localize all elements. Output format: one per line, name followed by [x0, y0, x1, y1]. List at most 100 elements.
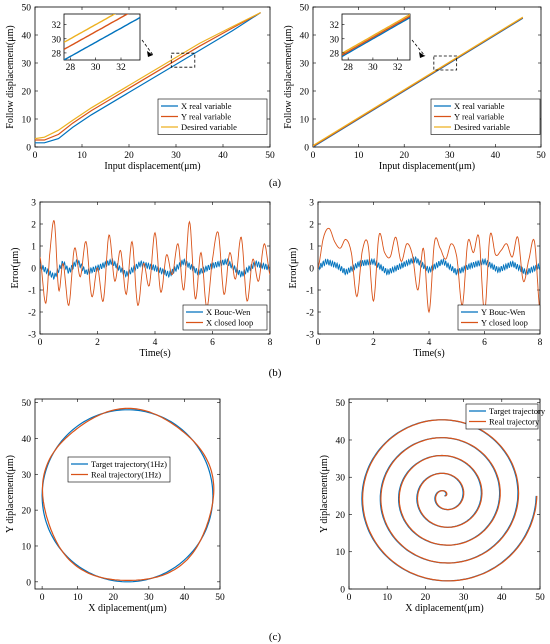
b_left-legend-box [182, 304, 268, 331]
b_left-xtick-label-4: 8 [268, 338, 273, 348]
a_left-zoom-arrow [141, 39, 154, 56]
b_right-xtick-label-3: 6 [482, 338, 487, 348]
a_left-ytick-label-2: 20 [22, 88, 32, 98]
a_right-legend-label-1: Y real variable [454, 112, 504, 122]
c_right-legend-box [465, 403, 539, 430]
a_right-inset-line-2 [342, 14, 410, 54]
b_right-legend-label-0: Y Bouc-Wen [481, 307, 526, 317]
c_right-frame [348, 398, 541, 590]
b_right-series-line-1 [318, 227, 540, 314]
b_left-xlabel: Time(s) [139, 348, 170, 359]
a_right-zoom-box [433, 55, 458, 71]
c_right-xtick-label-5: 50 [535, 593, 545, 603]
a_right-inset-xtick-label-0: 28 [343, 63, 353, 73]
b_left-ytick-label-3: 0 [31, 265, 36, 275]
a_right-xtick-label-4: 40 [491, 151, 501, 161]
a_right-zoom-arrowhead [419, 52, 425, 58]
a_right-legend-label-2: Desired variable [454, 122, 510, 132]
b_right-xtick-label-4: 8 [538, 338, 543, 348]
c_left-xtick-label-0: 0 [40, 593, 45, 603]
a_right-xlabel: Input displacement(μm) [379, 161, 475, 172]
c_left-ytick-label-3: 30 [22, 471, 32, 481]
a_left-inset-plot [64, 14, 140, 60]
c_right-xtick-label-2: 20 [421, 593, 431, 603]
c_left-ytick-label-1: 10 [22, 542, 32, 552]
b_left-ytick-label-1: -2 [28, 309, 36, 319]
c_right-ytick-label-2: 20 [336, 511, 346, 521]
c_left-xtick-label-2: 20 [109, 593, 119, 603]
c_right-ytick-label-5: 50 [336, 399, 346, 409]
b_left-legend-label-0: X Bouc-Wen [206, 307, 251, 317]
b_right-plot-area [318, 227, 540, 314]
a_right-ytick-label-1: 10 [300, 116, 310, 126]
c_left-ytick-label-0: 0 [26, 578, 31, 588]
c_right-xtick-label-1: 10 [382, 593, 392, 603]
c_right-xtick-label-4: 40 [497, 593, 507, 603]
a_left-xtick-label-1: 10 [77, 151, 87, 161]
a_right-xtick-label-1: 10 [354, 151, 364, 161]
c_left-frame [34, 398, 221, 590]
b_right-xtick-label-1: 2 [371, 338, 376, 348]
b_left-ytick-label-5: 2 [31, 221, 36, 231]
a_right-xtick-label-5: 50 [536, 151, 546, 161]
a_right-xtick-label-0: 0 [311, 151, 316, 161]
a_left-xtick-label-4: 40 [218, 151, 228, 161]
a_right-inset-xtick-label-1: 30 [368, 63, 378, 73]
b_left-ytick-label-6: 3 [31, 199, 36, 209]
panel-label-a: (a) [269, 177, 282, 189]
a_right-xtick-label-2: 20 [399, 151, 409, 161]
a_right-series-line-2 [313, 16, 524, 147]
a_left-plot-area [35, 12, 261, 144]
a_left-legend-label-2: Desired variable [181, 122, 237, 132]
c_left-ytick-label-2: 20 [22, 507, 32, 517]
c_right-ytick-label-0: 0 [340, 586, 345, 596]
b_right-xtick-label-2: 4 [427, 338, 432, 348]
c_left-ytick-label-5: 50 [22, 399, 32, 409]
c_left-xtick-label-5: 50 [215, 593, 225, 603]
b_left-xtick-label-3: 6 [210, 338, 215, 348]
a_left-ytick-label-3: 30 [22, 60, 32, 70]
c_left-xtick-label-4: 40 [180, 593, 190, 603]
c_right-axes: 0 10 20 30 40 50 0 10 20 30 40 50 X diplacement(μm) Y… [319, 398, 545, 614]
b_left-xtick-label-2: 4 [153, 338, 158, 348]
c_left-ytick-label-4: 40 [22, 435, 32, 445]
b_right-ytick-label-2: -1 [306, 287, 314, 297]
b_right-ytick-label-3: 0 [309, 265, 314, 275]
c_left-axes: 0 10 20 30 40 50 0 10 20 30 40 50 X diplacement(μm) Y… [5, 398, 225, 614]
b_left-ytick-label-4: 1 [31, 243, 36, 253]
b_right-legend-box [457, 304, 541, 331]
b_right-ytick-label-4: 1 [309, 243, 314, 253]
a_right-inset-line-0 [342, 16, 410, 58]
a_left-ytick-label-0: 0 [26, 144, 31, 154]
b_left-ytick-label-0: -3 [28, 331, 36, 341]
c_right-legend-label-0: Target trajectory [489, 406, 546, 416]
b_right-ylabel: Error(μm) [288, 248, 299, 289]
a_left-inset-line-1 [64, 14, 129, 51]
c_left-legend-label-1: Real trajectory(1Hz) [91, 470, 161, 480]
b_left-series-line-0 [40, 257, 270, 281]
c_right-ytick-label-3: 30 [336, 474, 346, 484]
c_left-series-line-1 [41, 407, 215, 582]
c_right-ylabel: Y diplacement(μm) [319, 455, 330, 533]
panel-label-c: (c) [269, 631, 282, 643]
a_left-zoom-arrowhead [147, 51, 153, 57]
a_left-inset-ytick-label-0: 28 [52, 49, 62, 59]
a_left-xtick-label-5: 50 [265, 151, 275, 161]
a_right-inset-ytick-label-2: 32 [330, 21, 340, 31]
b_right-xtick-label-0: 0 [316, 338, 321, 348]
c_left-ylabel: Y diplacement(μm) [5, 455, 16, 533]
a_left-inset-xtick-label-2: 32 [116, 63, 126, 73]
c_right-legend-label-1: Real trajectory [489, 417, 540, 427]
a_left-legend-label-1: Y real variable [181, 112, 231, 122]
b_left-ylabel: Error(μm) [10, 248, 21, 289]
a_left-series-line-2 [35, 12, 261, 140]
a_right-ytick-label-5: 50 [300, 4, 310, 14]
a_left-inset-line-0 [64, 16, 140, 60]
b_right-ytick-label-1: -2 [306, 309, 314, 319]
b_left-xtick-label-1: 2 [95, 338, 100, 348]
b_right-legend-label-1: Y closed loop [481, 318, 528, 328]
